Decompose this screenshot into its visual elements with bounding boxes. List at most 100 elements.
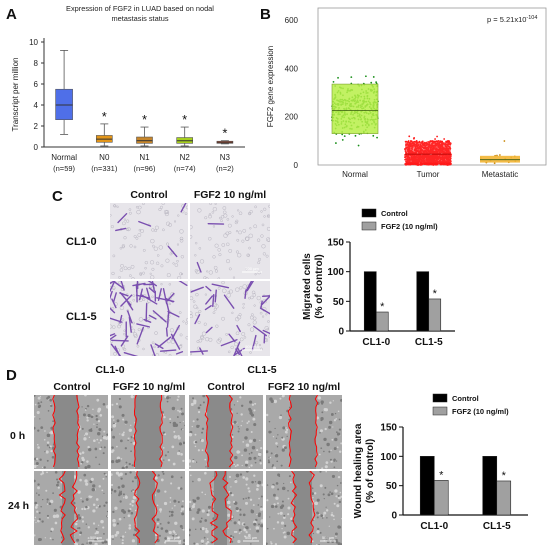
cell-texture: [320, 515, 322, 517]
membrane-pore: [257, 257, 262, 261]
cell-texture: [38, 518, 41, 521]
row-label-0h: 0 h: [10, 430, 26, 442]
cell-texture: [86, 419, 89, 422]
cell-texture: [178, 541, 182, 545]
cell-texture: [336, 484, 339, 487]
cell-texture: [134, 476, 138, 480]
cell-texture: [281, 436, 284, 439]
membrane-pore: [117, 281, 122, 285]
cell-texture: [283, 514, 286, 517]
stained-cell: [117, 212, 128, 224]
cell-texture: [81, 451, 85, 454]
cell-texture: [275, 442, 278, 445]
cell-texture: [103, 430, 106, 433]
cell-texture: [253, 474, 256, 477]
cell-texture: [34, 403, 37, 406]
cell-texture: [229, 534, 233, 538]
cell-texture: [201, 427, 205, 431]
membrane-pore: [267, 238, 270, 242]
membrane-pore: [242, 228, 247, 233]
membrane-pore: [260, 234, 264, 238]
membrane-pore: [201, 331, 207, 336]
cell-texture: [35, 461, 39, 466]
cell-texture: [197, 477, 201, 482]
cell-texture: [81, 458, 85, 462]
stained-cell: [123, 352, 139, 356]
cell-texture: [201, 449, 204, 452]
cell-texture: [229, 492, 233, 495]
membrane-pore: [155, 261, 160, 265]
cell-texture: [122, 418, 125, 421]
cell-texture: [156, 522, 160, 525]
migration-image-cl10-control: [110, 203, 188, 279]
membrane-pore: [250, 295, 254, 300]
cell-texture: [106, 433, 108, 436]
cell-texture: [266, 484, 269, 486]
membrane-pore: [266, 327, 269, 331]
cell-texture: [287, 513, 290, 516]
membrane-pore: [135, 236, 139, 240]
cell-texture: [258, 497, 260, 500]
membrane-pore: [205, 337, 210, 342]
cell-texture: [253, 423, 257, 427]
cell-texture: [238, 428, 240, 430]
chart-a-significance: *: [182, 112, 187, 127]
cell-texture: [210, 524, 213, 526]
membrane-pore: [227, 223, 232, 228]
cell-texture: [194, 440, 198, 444]
cell-texture: [340, 398, 342, 402]
stained-cell: [171, 324, 181, 340]
cell-texture: [233, 530, 237, 533]
cell-texture: [230, 515, 234, 519]
chart-c-legend-label: Control: [381, 209, 408, 218]
chart-a-ytick-label: 4: [34, 101, 39, 110]
membrane-pore: [110, 214, 112, 217]
cell-texture: [276, 460, 279, 463]
migrated-cells: [115, 203, 187, 258]
chart-c-ylabel: (% of control): [314, 254, 325, 318]
cell-texture: [178, 410, 182, 413]
cell-texture: [120, 477, 123, 480]
stained-cell: [167, 310, 180, 318]
cell-texture: [203, 536, 206, 539]
chart-d-bar-cl1-5-fgf2: [496, 480, 512, 516]
cell-texture: [313, 518, 315, 520]
cell-texture: [177, 500, 180, 504]
membrane-pore: [221, 243, 226, 247]
cell-texture: [81, 516, 84, 519]
cell-texture: [207, 505, 211, 509]
cell-texture: [34, 426, 36, 430]
cell-texture: [235, 473, 240, 478]
cell-texture: [330, 492, 334, 495]
cell-texture: [170, 513, 174, 517]
cell-texture: [79, 533, 81, 536]
membrane-pore: [214, 203, 217, 205]
membrane-pore: [247, 211, 252, 216]
cell-texture: [231, 540, 234, 543]
chart-c-significance: *: [380, 301, 385, 313]
cell-texture: [240, 404, 244, 408]
membrane-pore: [242, 306, 245, 309]
membrane-pore: [160, 264, 164, 268]
cell-texture: [156, 504, 159, 507]
chart-c-bar-cl1-0-control: [363, 271, 377, 332]
cell-texture: [242, 497, 245, 500]
cell-texture: [253, 409, 256, 412]
membrane-pore: [197, 208, 202, 213]
col-label-d-cl15-fgf2: FGF2 10 ng/ml: [267, 381, 341, 393]
cell-texture: [200, 539, 205, 543]
cell-texture: [182, 528, 185, 531]
membrane-pore: [235, 250, 239, 254]
cell-texture: [323, 511, 327, 515]
cell-texture: [259, 462, 262, 465]
membrane-pore: [223, 213, 228, 218]
stained-cell: [132, 282, 146, 287]
cell-texture: [182, 429, 184, 431]
membrane-pore: [259, 311, 263, 315]
membrane-pore: [176, 243, 180, 246]
membrane-pore: [247, 323, 251, 327]
cell-texture: [249, 411, 253, 415]
cell-texture: [84, 432, 89, 436]
chart-b-box-metastatic: [480, 155, 520, 163]
chart-a-significance: *: [142, 112, 147, 127]
